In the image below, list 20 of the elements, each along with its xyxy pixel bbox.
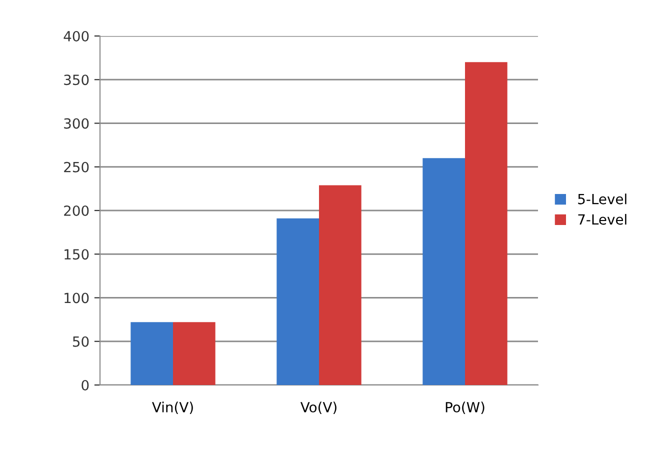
- x-tick-label: Vin(V): [152, 402, 193, 414]
- x-tick-label: Vo(V): [300, 402, 336, 414]
- legend-label: 7-Level: [578, 214, 626, 225]
- bar: [173, 322, 216, 385]
- y-tick-label: 100: [64, 292, 89, 304]
- bar: [422, 158, 465, 385]
- x-tick-label: Po(W): [446, 402, 484, 414]
- y-tick-label: 200: [64, 205, 89, 216]
- bar: [276, 218, 319, 385]
- y-tick-label: 400: [64, 30, 89, 42]
- y-tick-label: 0: [82, 380, 89, 390]
- y-tick-label: 50: [72, 336, 89, 347]
- y-tick-label: 300: [64, 118, 89, 129]
- y-tick-label: 350: [64, 74, 89, 86]
- bar: [465, 62, 508, 385]
- legend-label: 5-Level: [578, 194, 626, 204]
- bar: [319, 185, 362, 385]
- y-tick-label: 250: [64, 162, 89, 172]
- y-tick-label: 150: [64, 249, 89, 260]
- bar: [130, 322, 173, 385]
